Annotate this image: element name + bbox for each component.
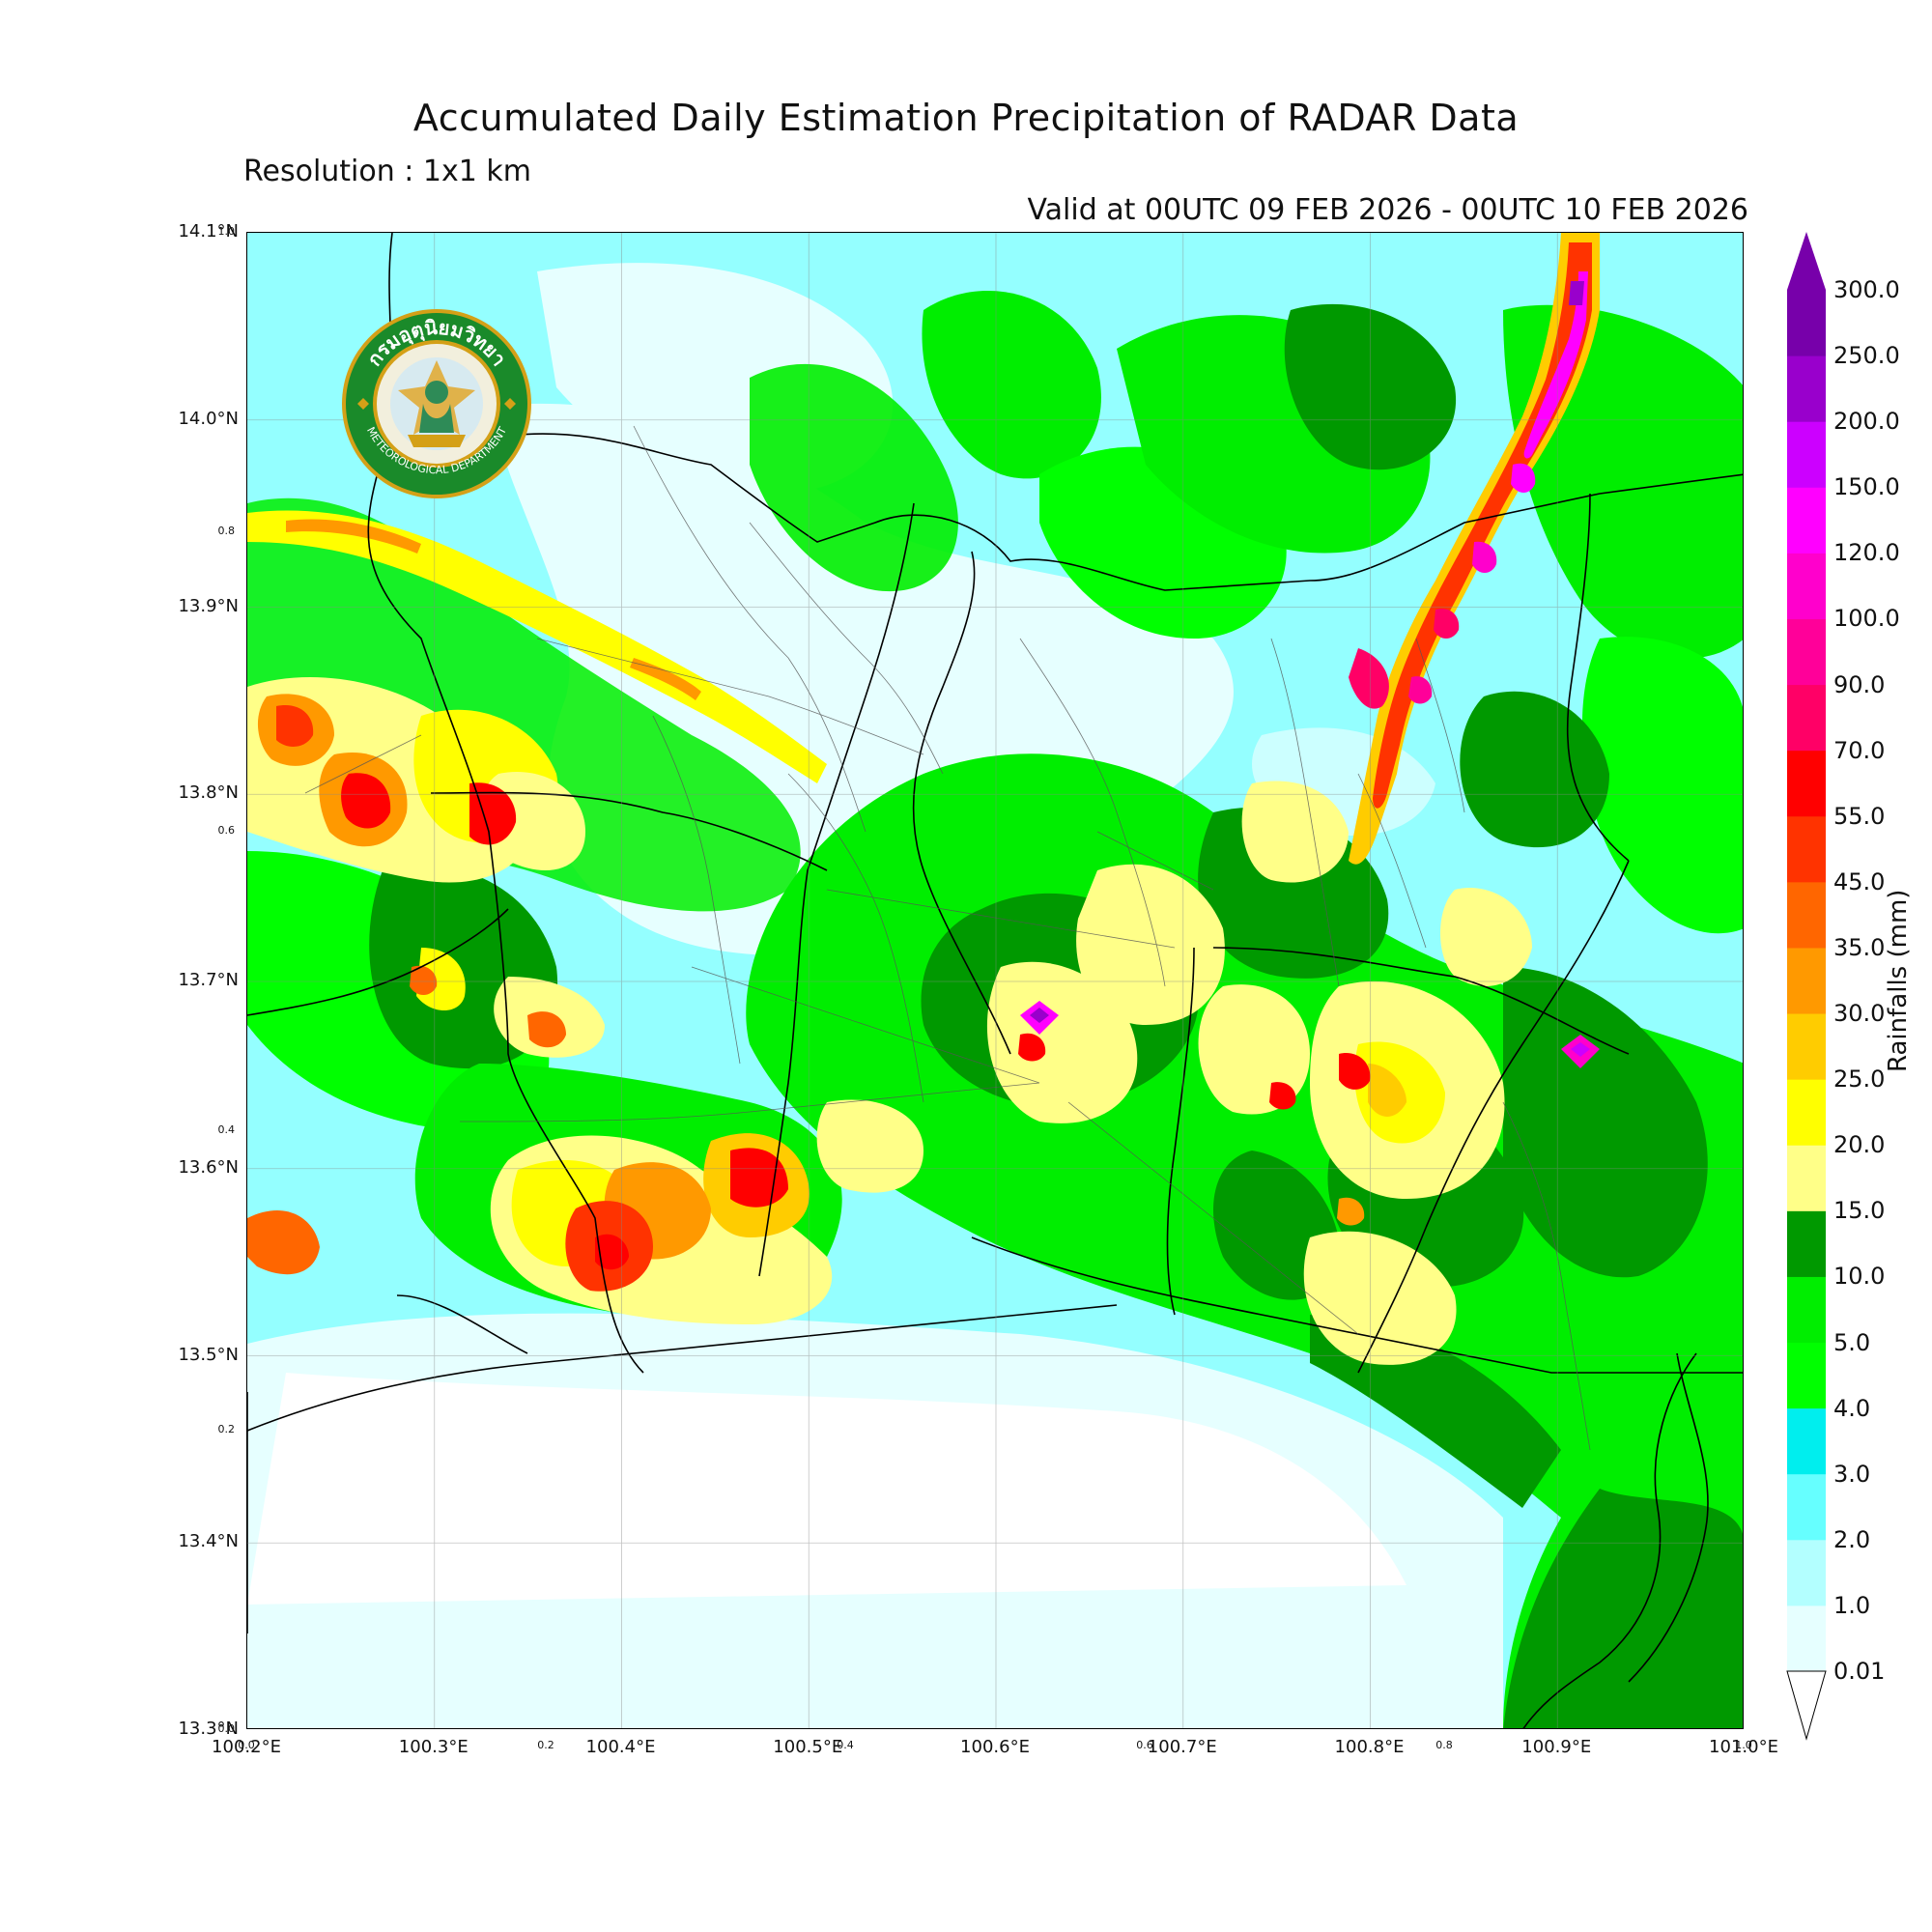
colorbar-level-label: 90.0: [1833, 670, 1886, 698]
colorbar-level-label: 25.0: [1833, 1065, 1886, 1094]
colorbar-level-label: 15.0: [1833, 1197, 1886, 1225]
colorbar-level-label: 0.01: [1833, 1658, 1886, 1685]
resolution-label: Resolution : 1x1 km: [243, 155, 531, 188]
secondary-left-tick: 0.2: [217, 1423, 236, 1435]
colorbar-swatch: [1787, 355, 1826, 422]
secondary-left-tick: 1.0: [217, 225, 236, 238]
lat-tick-label: 13.4°N: [178, 1531, 239, 1552]
colorbar-title: Rainfalls (mm): [1884, 889, 1913, 1072]
radar-map-canvas: [247, 233, 1743, 1728]
rain-streak-northwest: [247, 510, 827, 783]
colorbar-swatch: [1787, 815, 1826, 883]
colorbar-level-label: 3.0: [1833, 1460, 1871, 1488]
colorbar-level-label: 100.0: [1833, 605, 1900, 633]
map-title: Accumulated Daily Estimation Precipitati…: [412, 97, 1520, 139]
colorbar-swatch: [1787, 618, 1826, 686]
rain-cells-extreme: [1020, 1001, 1600, 1068]
colorbar-swatch: [1787, 1407, 1826, 1475]
colorbar-swatch: [1787, 1605, 1826, 1672]
rain-band-northeast: [1349, 233, 1600, 865]
colorbar-swatch: [1787, 1079, 1826, 1146]
lon-tick-label: 100.6°E: [960, 1737, 1030, 1757]
colorbar-swatch: [1787, 947, 1826, 1014]
lon-tick-label: 100.5°E: [773, 1737, 843, 1757]
secondary-bottom-tick: 0.2: [537, 1739, 554, 1751]
colorbar: [1786, 232, 1827, 1741]
colorbar-level-label: 5.0: [1833, 1328, 1871, 1356]
colorbar-swatch: [1787, 1342, 1826, 1409]
colorbar-swatch: [1787, 1539, 1826, 1606]
colorbar-swatch: [1787, 881, 1826, 949]
tmd-logo: กรมอุตุนิยมวิทยา METEOROLOGICAL DEPARTME…: [340, 307, 533, 500]
colorbar-extend-min: [1786, 1670, 1827, 1741]
colorbar-swatch: [1787, 1473, 1826, 1541]
colorbar-swatch: [1787, 684, 1826, 752]
colorbar-level-label: 45.0: [1833, 867, 1886, 895]
rain-layer-intense: [247, 694, 1371, 1292]
colorbar-swatch: [1787, 1210, 1826, 1277]
lat-tick-label: 13.9°N: [178, 595, 239, 616]
lat-tick-label: 13.5°N: [178, 1344, 239, 1365]
secondary-left-tick: 0.8: [217, 525, 236, 537]
colorbar-level-label: 20.0: [1833, 1131, 1886, 1159]
lat-tick-label: 13.3°N: [178, 1719, 239, 1739]
colorbar-swatch: [1787, 1145, 1826, 1211]
secondary-bottom-tick: 0.6: [1136, 1739, 1153, 1751]
secondary-left-tick: 0.4: [217, 1123, 236, 1136]
colorbar-swatch: [1787, 487, 1826, 554]
colorbar-level-label: 120.0: [1833, 539, 1900, 567]
lon-tick-label: 100.4°E: [585, 1737, 656, 1757]
colorbar-level-label: 300.0: [1833, 276, 1900, 303]
secondary-bottom-tick: 0.0: [238, 1739, 255, 1751]
colorbar-level-label: 250.0: [1833, 342, 1900, 370]
colorbar-level-label: 2.0: [1833, 1525, 1871, 1553]
colorbar-level-label: 4.0: [1833, 1394, 1871, 1422]
colorbar-swatch: [1787, 421, 1826, 488]
lon-tick-label: 100.3°E: [398, 1737, 469, 1757]
lon-tick-label: 100.7°E: [1147, 1737, 1217, 1757]
colorbar-level-label: 55.0: [1833, 802, 1886, 830]
lon-tick-label: 101.0°E: [1709, 1737, 1778, 1757]
colorbar-level-label: 200.0: [1833, 408, 1900, 436]
lon-tick-label: 100.2°E: [212, 1737, 281, 1757]
colorbar-swatch: [1787, 1276, 1826, 1344]
lon-tick-label: 100.9°E: [1521, 1737, 1592, 1757]
colorbar-swatch: [1787, 750, 1826, 817]
lat-tick-label: 13.7°N: [178, 970, 239, 990]
colorbar-swatch: [1787, 290, 1826, 356]
secondary-left-tick: 0.0: [217, 1722, 236, 1735]
lat-tick-label: 14.1°N: [178, 221, 239, 242]
colorbar-level-label: 30.0: [1833, 1000, 1886, 1028]
colorbar-level-label: 1.0: [1833, 1591, 1871, 1619]
colorbar-level-label: 10.0: [1833, 1263, 1886, 1291]
secondary-bottom-tick: 1.0: [1735, 1739, 1752, 1751]
colorbar-level-label: 35.0: [1833, 933, 1886, 961]
secondary-bottom-tick: 0.4: [837, 1739, 854, 1751]
colorbar-level-label: 70.0: [1833, 736, 1886, 764]
valid-time-label: Valid at 00UTC 09 FEB 2026 - 00UTC 10 FE…: [1027, 193, 1748, 227]
colorbar-extend-max: [1787, 232, 1826, 290]
lat-tick-label: 13.6°N: [178, 1156, 239, 1178]
tmd-logo-emblem: กรมอุตุนิยมวิทยา METEOROLOGICAL DEPARTME…: [342, 309, 531, 498]
colorbar-swatch: [1787, 1013, 1826, 1080]
colorbar-swatches: [1786, 232, 1827, 1741]
lat-tick-label: 14.0°N: [178, 408, 239, 429]
radar-map: [246, 232, 1744, 1729]
colorbar-swatch: [1787, 553, 1826, 619]
lat-tick-label: 13.8°N: [178, 782, 239, 804]
secondary-left-tick: 0.6: [217, 824, 236, 837]
colorbar-level-label: 150.0: [1833, 473, 1900, 501]
secondary-bottom-tick: 0.8: [1435, 1739, 1453, 1751]
lon-tick-label: 100.8°E: [1334, 1737, 1405, 1757]
